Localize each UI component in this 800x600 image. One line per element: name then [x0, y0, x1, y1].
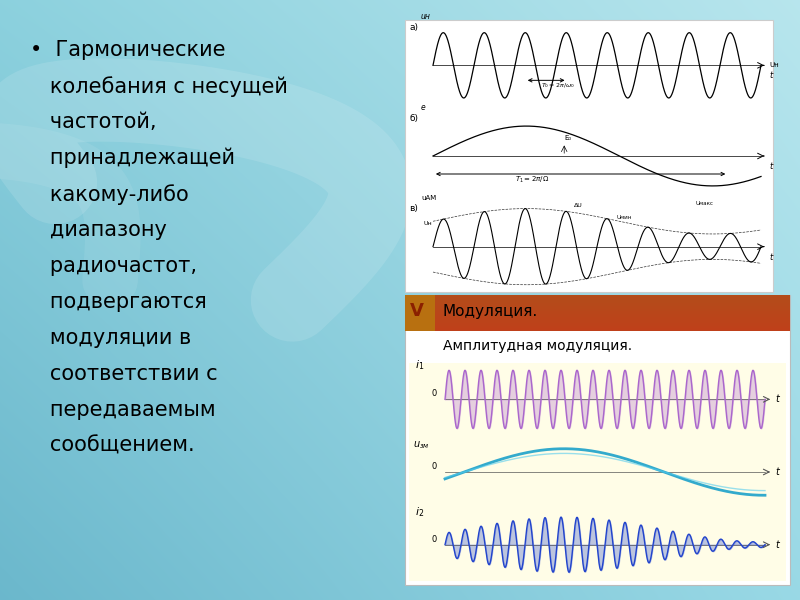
- Text: Модуляция.: Модуляция.: [443, 304, 538, 319]
- Text: t: t: [775, 394, 779, 404]
- Bar: [435, 295, 790, 296]
- Text: передаваемым: передаваемым: [30, 400, 216, 420]
- Text: uАМ: uАМ: [421, 196, 436, 202]
- Text: $i_2$: $i_2$: [415, 505, 424, 519]
- Text: Uмин: Uмин: [617, 215, 632, 220]
- Text: 0: 0: [431, 535, 436, 544]
- Bar: [405, 20, 773, 292]
- Bar: [435, 296, 790, 297]
- Bar: [435, 317, 790, 318]
- Text: модуляции в: модуляции в: [30, 328, 191, 348]
- Text: V: V: [410, 302, 424, 320]
- Bar: [435, 313, 790, 314]
- Text: колебания с несущей: колебания с несущей: [30, 76, 288, 97]
- Text: $T_1{=}2\pi/\Omega$: $T_1{=}2\pi/\Omega$: [515, 175, 550, 185]
- Text: частотой,: частотой,: [30, 112, 157, 132]
- Bar: [435, 306, 790, 307]
- Bar: [435, 312, 790, 313]
- Text: подвергаются: подвергаются: [30, 292, 206, 312]
- Bar: [435, 314, 790, 315]
- Bar: [435, 302, 790, 303]
- Bar: [435, 327, 790, 328]
- Bar: [435, 322, 790, 323]
- Text: Амплитудная модуляция.: Амплитудная модуляция.: [443, 339, 632, 353]
- Text: ΔU: ΔU: [574, 203, 582, 208]
- Bar: [435, 324, 790, 325]
- Bar: [435, 319, 790, 320]
- Text: 0: 0: [431, 389, 436, 398]
- Text: какому-либо: какому-либо: [30, 184, 189, 205]
- Bar: [435, 303, 790, 304]
- Text: соответствии с: соответствии с: [30, 364, 218, 384]
- Text: t: t: [775, 467, 779, 477]
- Text: диапазону: диапазону: [30, 220, 167, 240]
- Text: б): б): [409, 113, 418, 122]
- Bar: [405, 295, 790, 585]
- Bar: [435, 298, 790, 299]
- Text: в): в): [409, 205, 418, 214]
- Text: 0: 0: [431, 462, 436, 471]
- Bar: [435, 307, 790, 308]
- Bar: [405, 295, 435, 331]
- Text: •  Гармонические: • Гармонические: [30, 40, 226, 60]
- Bar: [435, 315, 790, 316]
- Text: $T_0{=}2\pi/\omega_0$: $T_0{=}2\pi/\omega_0$: [541, 82, 575, 90]
- Text: t: t: [769, 162, 772, 171]
- Bar: [435, 299, 790, 300]
- Text: Uмакс: Uмакс: [695, 201, 714, 206]
- Bar: [435, 300, 790, 301]
- Text: $u_{зм}$: $u_{зм}$: [413, 439, 430, 451]
- Bar: [435, 318, 790, 319]
- Text: принадлежащей: принадлежащей: [30, 148, 235, 169]
- Text: uн: uн: [421, 12, 431, 21]
- Text: t: t: [769, 253, 772, 262]
- Text: радиочастот,: радиочастот,: [30, 256, 197, 276]
- Bar: [435, 311, 790, 312]
- Text: $i_1$: $i_1$: [415, 358, 424, 372]
- Bar: [435, 320, 790, 321]
- Bar: [435, 305, 790, 306]
- Text: сообщением.: сообщением.: [30, 436, 194, 456]
- Text: Uн: Uн: [423, 221, 432, 226]
- Bar: [435, 326, 790, 327]
- Text: Uн: Uн: [769, 62, 778, 68]
- Bar: [435, 304, 790, 305]
- Bar: [435, 308, 790, 309]
- Bar: [435, 329, 790, 330]
- Bar: [435, 309, 790, 310]
- Bar: [435, 310, 790, 311]
- Bar: [435, 321, 790, 322]
- Bar: [435, 323, 790, 324]
- Bar: [409, 363, 786, 581]
- Text: t: t: [775, 539, 779, 550]
- Bar: [435, 301, 790, 302]
- Text: E₀: E₀: [564, 134, 571, 140]
- Text: e: e: [421, 103, 426, 112]
- Text: а): а): [409, 23, 418, 32]
- Bar: [435, 325, 790, 326]
- Bar: [435, 316, 790, 317]
- Bar: [435, 330, 790, 331]
- Text: t: t: [769, 71, 772, 80]
- Bar: [435, 297, 790, 298]
- Bar: [435, 328, 790, 329]
